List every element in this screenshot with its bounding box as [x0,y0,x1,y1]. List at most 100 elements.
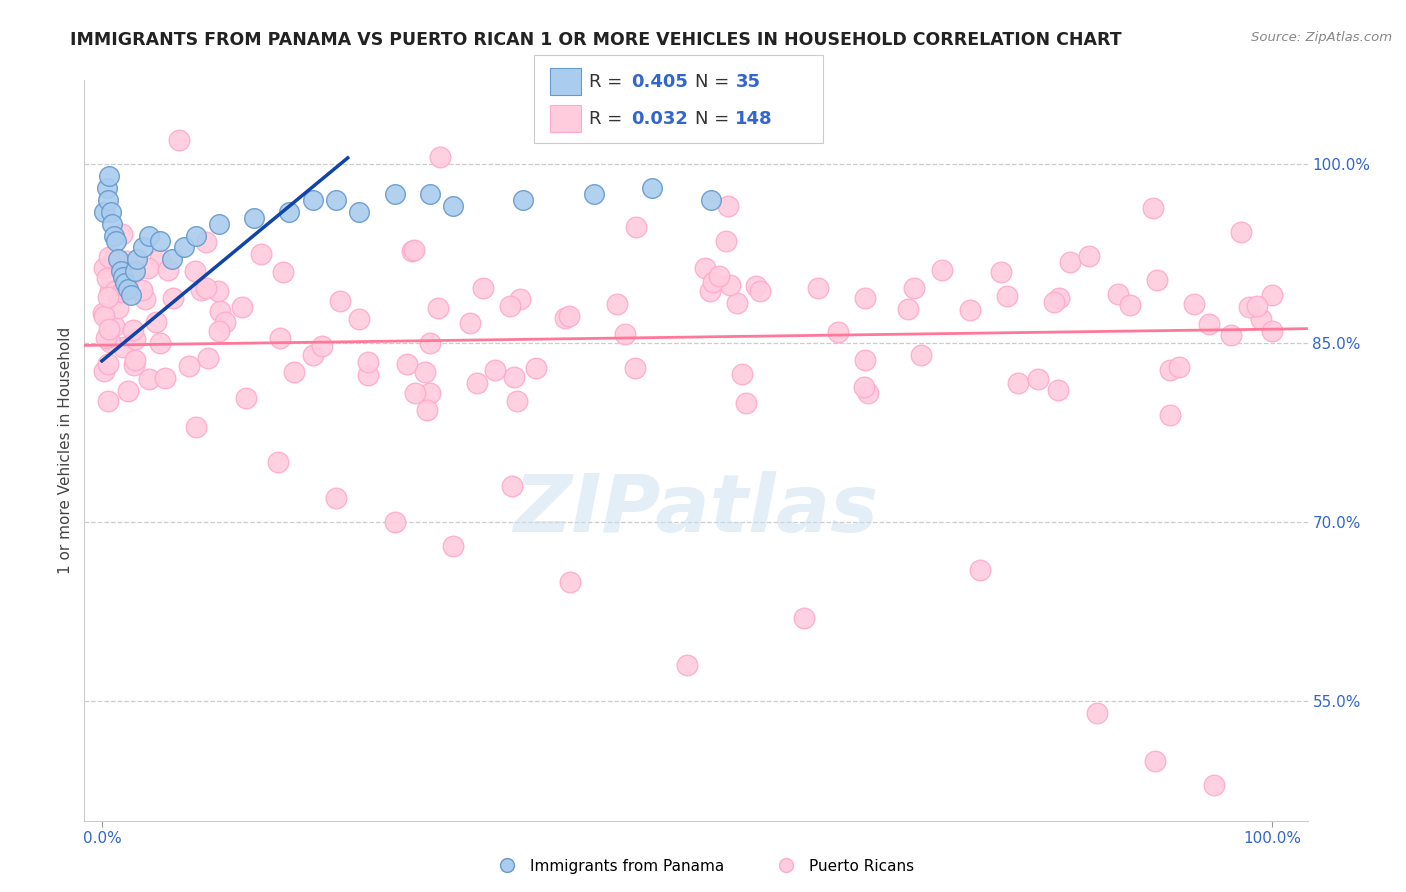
Point [749,284,772,298]
Point [699,193,721,207]
Point [132,240,155,254]
Point [560,574,582,589]
Point [124,353,146,368]
Point [325,193,347,207]
Point [554,311,576,326]
Point [641,180,664,194]
Point [208,217,231,231]
Point [717,199,740,213]
Point [209,303,232,318]
Point [731,367,754,381]
Point [271,265,294,279]
Point [138,228,160,243]
Point [402,243,425,257]
Point [396,357,419,371]
Point [329,294,352,309]
Point [110,264,132,278]
Point [419,186,441,201]
Point [419,336,441,351]
Point [136,260,159,275]
Point [1246,299,1268,313]
Point [1107,287,1129,301]
Point [793,610,815,624]
Text: N =: N = [695,73,734,91]
Point [190,283,212,297]
Point [283,365,305,379]
Point [94,331,117,345]
Point [107,252,129,267]
Point [91,306,114,320]
Point [853,352,876,367]
Point [429,150,451,164]
Point [107,255,129,269]
Point [1007,376,1029,390]
Point [101,217,124,231]
Point [125,252,148,267]
Point [1202,778,1225,792]
Text: R =: R = [589,73,628,91]
Point [120,288,142,302]
Point [122,359,145,373]
Point [197,351,219,365]
Point [231,300,253,314]
Point [149,336,172,351]
Point [419,386,441,401]
Point [1230,225,1253,239]
Point [301,193,323,207]
Point [184,228,207,243]
Text: 148: 148 [735,110,773,128]
Point [827,326,849,340]
Point [384,515,406,529]
Point [709,269,731,284]
Point [122,323,145,337]
Point [194,281,217,295]
Point [910,348,932,362]
Point [471,281,494,295]
Point [714,234,737,248]
Point [111,227,134,241]
Point [852,380,875,394]
Point [98,285,121,299]
Point [1059,254,1081,268]
Point [349,204,371,219]
Point [98,334,121,349]
Point [465,376,488,390]
Point [416,402,439,417]
Point [990,265,1012,279]
Point [278,204,301,219]
Point [167,133,190,147]
Point [311,339,333,353]
Text: ZIPatlas: ZIPatlas [513,471,879,549]
Point [1085,706,1108,721]
Point [718,278,741,293]
Text: 35: 35 [735,73,761,91]
Point [499,299,522,313]
Point [97,290,120,304]
Point [856,385,879,400]
Point [1237,300,1260,314]
Point [111,270,134,285]
Text: N =: N = [695,110,734,128]
Point [157,263,180,277]
Point [426,301,449,315]
Point [160,252,183,267]
Point [117,282,139,296]
Point [1261,324,1284,338]
Legend: Immigrants from Panama, Puerto Ricans: Immigrants from Panama, Puerto Ricans [486,853,920,880]
Point [1146,273,1168,287]
Point [745,278,768,293]
Point [103,228,125,243]
Point [1078,249,1101,263]
Point [124,333,146,347]
Point [969,563,991,577]
Point [145,315,167,329]
Point [93,309,115,323]
Point [117,384,139,399]
Point [184,263,207,277]
Point [122,265,145,279]
Point [124,264,146,278]
Point [702,275,724,289]
Point [1159,408,1181,422]
Point [995,289,1018,303]
Point [235,391,257,405]
